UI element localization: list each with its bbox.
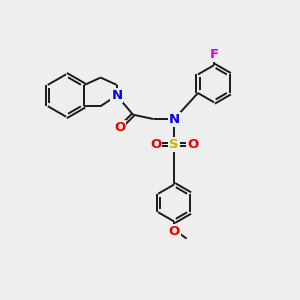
Text: N: N: [111, 89, 122, 102]
Text: O: O: [187, 138, 198, 151]
Text: F: F: [209, 47, 219, 61]
Text: O: O: [114, 122, 125, 134]
Text: O: O: [150, 138, 161, 151]
Text: O: O: [169, 225, 180, 238]
Text: N: N: [169, 112, 180, 126]
Text: S: S: [169, 138, 179, 151]
